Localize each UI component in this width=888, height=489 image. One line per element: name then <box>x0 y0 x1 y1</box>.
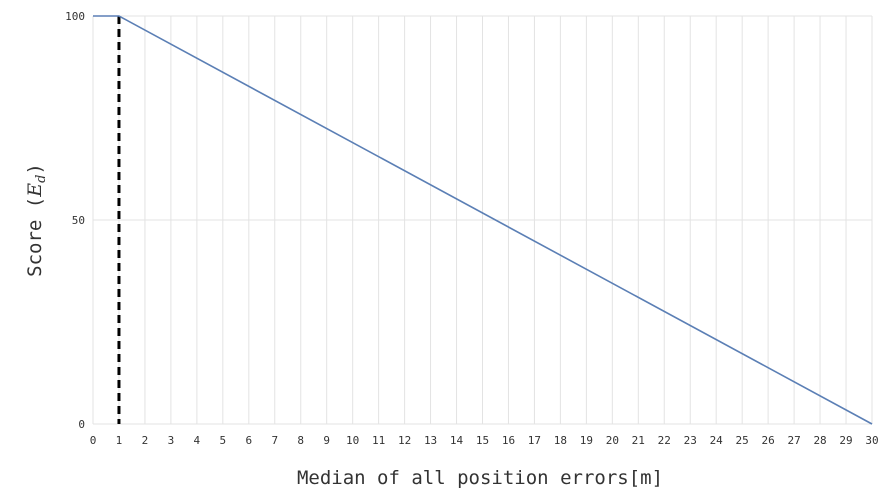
x-tick-label: 20 <box>606 434 619 447</box>
x-tick-label: 23 <box>684 434 697 447</box>
y-tick-label: 100 <box>65 10 85 23</box>
y-axis-title-prefix: Score ( <box>24 197 46 277</box>
score-line <box>93 15 873 425</box>
x-tick-label: 3 <box>168 434 175 447</box>
x-tick-label: 30 <box>865 434 878 447</box>
y-tick-label: 0 <box>78 418 85 431</box>
x-axis-title: Median of all position errors[m] <box>297 467 663 489</box>
x-tick-label: 4 <box>194 434 201 447</box>
x-tick-label: 21 <box>632 434 645 447</box>
x-tick-label: 18 <box>554 434 567 447</box>
y-tick-label: 50 <box>72 214 85 227</box>
y-axis-title-suffix: ) <box>24 163 46 174</box>
x-tick-label: 15 <box>476 434 489 447</box>
grid-layer <box>92 15 873 425</box>
x-tick-label: 0 <box>90 434 97 447</box>
x-tick-label: 28 <box>813 434 826 447</box>
x-tick-label: 25 <box>736 434 749 447</box>
y-axis-title: Score (Ed) <box>24 163 49 277</box>
x-tick-label: 6 <box>245 434 252 447</box>
x-tick-label: 12 <box>398 434 411 447</box>
x-tick-label: 24 <box>710 434 724 447</box>
x-tick-label: 22 <box>658 434 671 447</box>
x-tick-label: 7 <box>271 434 278 447</box>
x-tick-label: 11 <box>372 434 385 447</box>
x-tick-label: 8 <box>297 434 304 447</box>
x-tick-label: 17 <box>528 434 541 447</box>
x-tick-label: 9 <box>323 434 330 447</box>
x-tick-label: 16 <box>502 434 515 447</box>
y-axis-title-symbol: E <box>24 183 46 198</box>
x-tick-label: 19 <box>580 434 593 447</box>
x-tick-label: 1 <box>116 434 123 447</box>
x-tick-labels: 0 1 2 3 4 5 6 7 8 9 10 11 12 13 14 15 16 17 18 19 20 21 22 23 24… <box>90 434 879 447</box>
series-layer <box>93 15 873 425</box>
y-tick-labels: 0 50 100 <box>65 10 85 431</box>
x-tick-label: 5 <box>220 434 227 447</box>
x-tick-label: 10 <box>346 434 359 447</box>
x-tick-label: 27 <box>787 434 800 447</box>
x-tick-label: 29 <box>839 434 852 447</box>
y-axis-title-subscript: d <box>34 175 49 183</box>
x-tick-label: 14 <box>450 434 464 447</box>
x-tick-label: 2 <box>142 434 149 447</box>
x-tick-label: 26 <box>762 434 775 447</box>
x-tick-label: 13 <box>424 434 437 447</box>
